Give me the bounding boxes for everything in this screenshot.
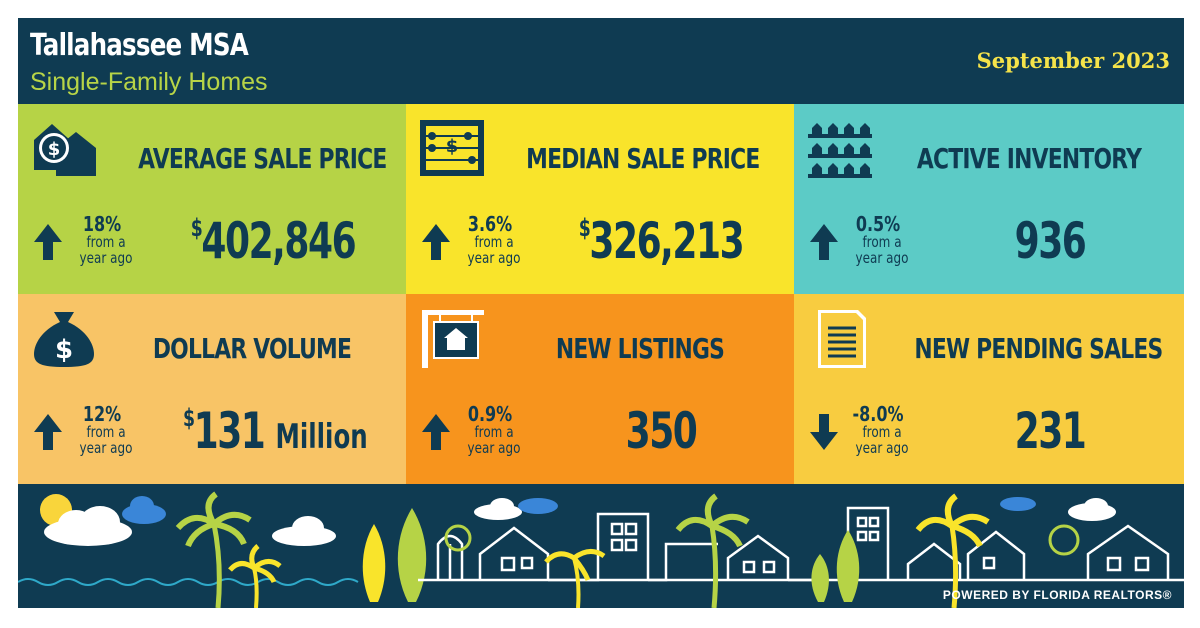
page-subtitle: Single-Family Homes	[30, 68, 268, 96]
page-title: Tallahassee MSA	[30, 28, 249, 63]
svg-text:$: $	[446, 136, 459, 157]
metric-number: 326,213	[589, 212, 744, 270]
metric-value: 350	[571, 402, 751, 460]
city-scene-illustration	[18, 491, 1184, 608]
arrow-up-icon	[34, 414, 62, 450]
abacus-icon: $	[420, 120, 484, 176]
metric-value: $326,213	[571, 212, 751, 270]
metric-value: 231	[959, 402, 1140, 460]
document-icon	[818, 310, 866, 368]
arrow-down-icon	[810, 414, 838, 450]
tile-new-pending-sales: NEW PENDING SALES -8.0% from a year ago …	[794, 294, 1184, 484]
palm-tree-icon	[915, 493, 990, 608]
house-dollar-icon: $	[34, 124, 96, 176]
arrow-up-icon	[34, 224, 62, 260]
arrow-up-icon	[422, 224, 450, 260]
metric-label: AVERAGE SALE PRICE	[138, 142, 387, 175]
palm-tree-icon	[544, 549, 606, 608]
metric-number: 350	[625, 402, 698, 460]
palm-tree-icon	[675, 493, 750, 608]
metric-number: 131	[193, 402, 266, 460]
svg-text:$: $	[48, 139, 61, 160]
metric-change: 0.9%	[467, 402, 513, 426]
metric-label: MEDIAN SALE PRICE	[526, 142, 760, 175]
metric-label: DOLLAR VOLUME	[152, 332, 352, 365]
metric-change: -8.0%	[852, 402, 904, 426]
tree-icon	[836, 530, 860, 602]
tree-icon	[397, 508, 427, 602]
metric-change-sub: from a year ago	[467, 423, 521, 457]
infographic: Tallahassee MSA Single-Family Homes Sept…	[18, 18, 1184, 608]
tile-average-sale-price: $ AVERAGE SALE PRICE 18% from a year ago…	[18, 104, 406, 294]
houses-shelf-icon	[808, 123, 872, 178]
metric-label: ACTIVE INVENTORY	[916, 142, 1142, 175]
svg-text:$: $	[55, 335, 73, 365]
arrow-up-icon	[422, 414, 450, 450]
currency-symbol: $	[183, 404, 195, 432]
metric-change: 18%	[82, 212, 122, 236]
report-period: September 2023	[976, 48, 1170, 73]
metric-change: 12%	[82, 402, 122, 426]
header: Tallahassee MSA Single-Family Homes Sept…	[18, 18, 1184, 104]
cloud-icon	[518, 498, 558, 514]
metric-number: 936	[1014, 212, 1087, 270]
metric-change-sub: from a year ago	[79, 423, 133, 457]
metric-value: $402,846	[183, 212, 363, 270]
metric-label: NEW LISTINGS	[555, 332, 725, 365]
palm-tree-icon	[175, 491, 252, 608]
currency-symbol: $	[578, 214, 591, 242]
metric-change-sub: from a year ago	[855, 233, 909, 267]
bush-icon	[444, 524, 472, 552]
listing-sign-icon	[422, 310, 484, 368]
tile-new-listings: NEW LISTINGS 0.9% from a year ago 350	[406, 294, 794, 484]
metric-number: 402,846	[201, 212, 356, 270]
metric-change: 0.5%	[855, 212, 901, 236]
metric-label: NEW PENDING SALES	[914, 332, 1163, 365]
metric-change-sub: from a year ago	[467, 233, 521, 267]
tile-median-sale-price: $ MEDIAN SALE PRICE 3.6% from a year ago…	[406, 104, 794, 294]
tree-icon	[811, 554, 829, 602]
money-bag-icon: $	[34, 312, 94, 367]
tile-dollar-volume: $ DOLLAR VOLUME 12% from a year ago $131…	[18, 294, 406, 484]
currency-symbol: $	[190, 214, 203, 242]
tile-active-inventory: ACTIVE INVENTORY 0.5% from a year ago 93…	[794, 104, 1184, 294]
palm-tree-icon	[228, 544, 282, 608]
metric-change-sub: from a year ago	[855, 423, 909, 457]
bush-icon	[1048, 524, 1080, 556]
metric-number: 231	[1014, 402, 1087, 460]
cloud-icon	[1000, 497, 1036, 511]
arrow-up-icon	[810, 224, 838, 260]
metric-change: 3.6%	[467, 212, 513, 236]
metric-value: 936	[959, 212, 1140, 270]
metric-value: $131 Million	[183, 402, 368, 460]
metric-unit: Million	[275, 417, 368, 457]
tree-icon	[362, 524, 386, 602]
powered-by-credit: POWERED BY FLORIDA REALTORS®	[942, 588, 1172, 602]
metric-change-sub: from a year ago	[79, 233, 133, 267]
